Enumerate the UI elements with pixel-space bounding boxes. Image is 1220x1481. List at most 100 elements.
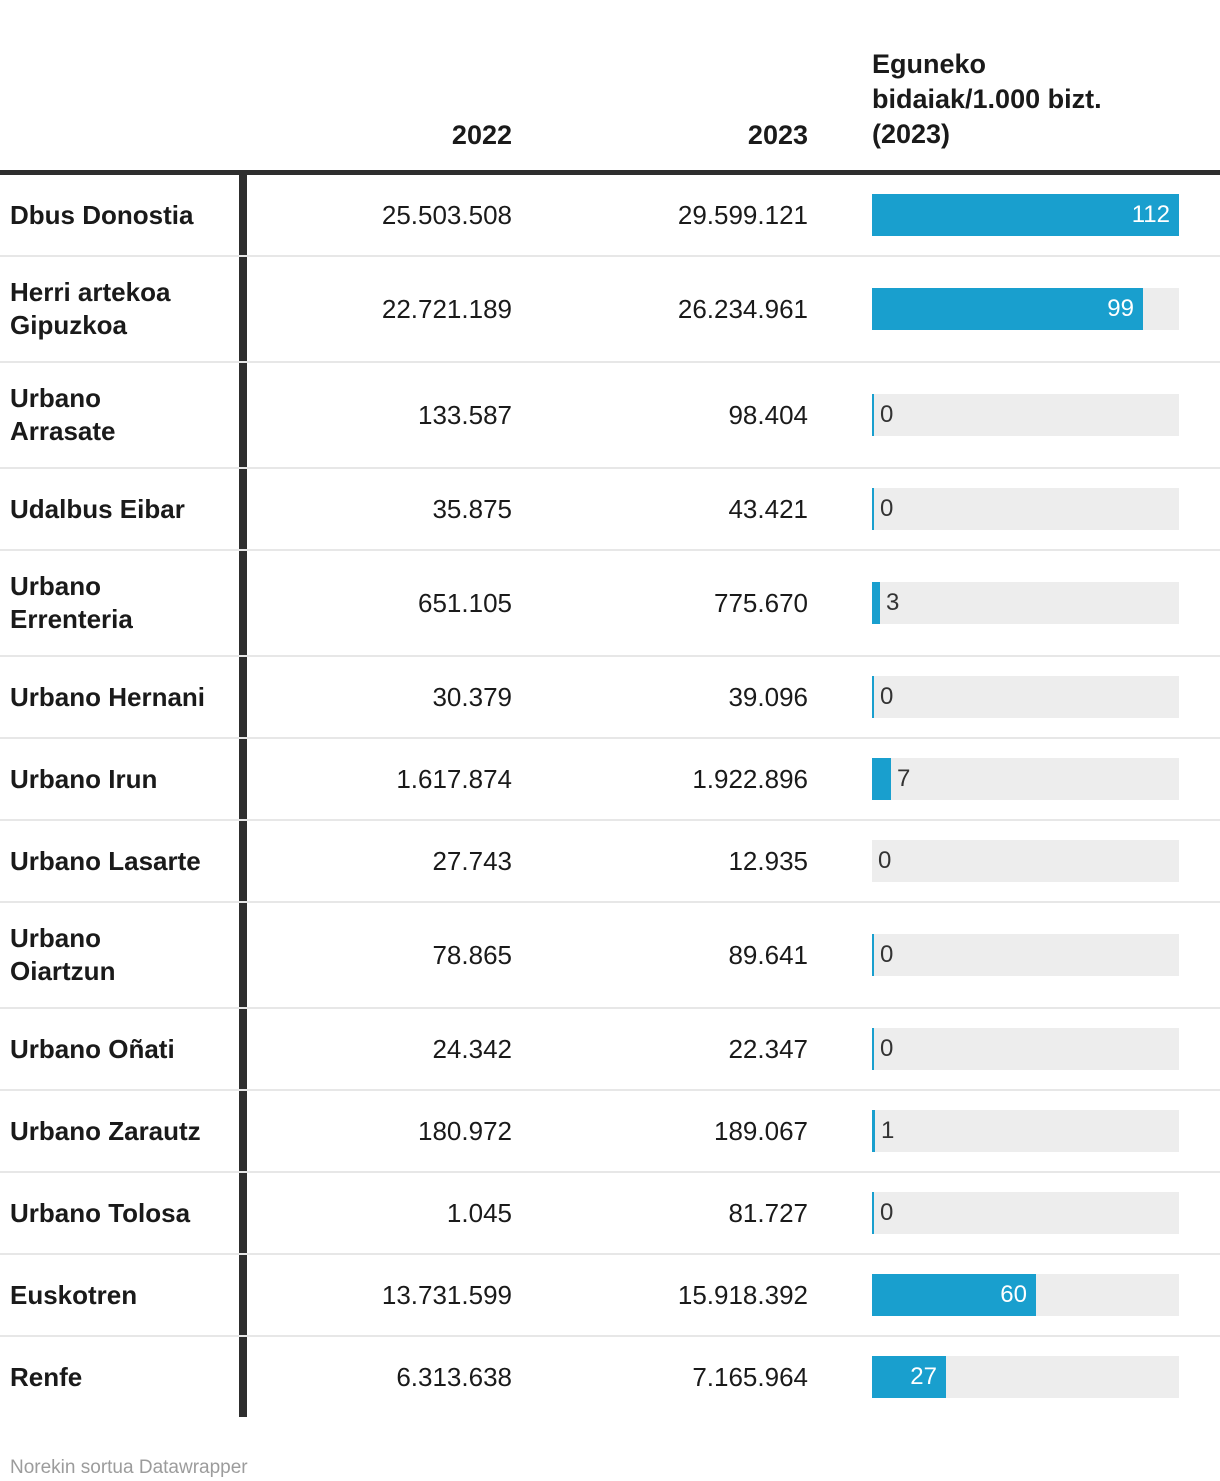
value-2022: 1.617.874 xyxy=(396,763,512,794)
row-label: Urbano Zarautz xyxy=(10,1115,201,1146)
bar-track: 0 xyxy=(872,488,1179,530)
value-2023: 22.347 xyxy=(728,1033,808,1064)
row-label: Dbus Donostia xyxy=(10,199,194,230)
bar-track: 60 xyxy=(872,1274,1179,1316)
bar-cell: 0 xyxy=(808,840,1220,882)
table-row: Urbano Irun 1.617.874 1.922.896 7 xyxy=(0,739,1220,821)
value-2023: 7.165.964 xyxy=(692,1361,808,1392)
value-2023: 26.234.961 xyxy=(677,293,808,324)
bar-value-label: 0 xyxy=(880,941,894,968)
table-row: Urbano Arrasate 133.587 98.404 0 xyxy=(0,363,1220,469)
value-2023: 89.641 xyxy=(728,939,808,970)
bar-cell: 0 xyxy=(808,934,1220,976)
bar-track: 7 xyxy=(872,758,1179,800)
column-header-2023: 2023 xyxy=(747,120,808,150)
bar-cell: 27 xyxy=(808,1356,1220,1398)
value-2023: 29.599.121 xyxy=(677,199,808,230)
value-2023: 189.067 xyxy=(714,1115,808,1146)
table-row: Urbano Zarautz 180.972 189.067 1 xyxy=(0,1091,1220,1173)
value-2022: 27.743 xyxy=(432,845,512,876)
table-body: Dbus Donostia 25.503.508 29.599.121 112 … xyxy=(0,175,1220,1417)
bar-track: 0 xyxy=(872,1028,1179,1070)
value-2022: 180.972 xyxy=(418,1115,512,1146)
value-2022: 24.342 xyxy=(432,1033,512,1064)
bar-fill xyxy=(872,1028,874,1070)
value-2023: 98.404 xyxy=(728,399,808,430)
row-label: Renfe xyxy=(10,1361,83,1392)
bar-track: 112 xyxy=(872,194,1179,236)
table-header-row: 2022 2023 Eguneko bidaiak/1.000 bizt. (2… xyxy=(0,0,1220,175)
bar-track: 99 xyxy=(872,288,1179,330)
bar-value-label: 112 xyxy=(1131,201,1170,228)
value-2022: 6.313.638 xyxy=(396,1361,512,1392)
bar-cell: 0 xyxy=(808,676,1220,718)
bar-cell: 0 xyxy=(808,1028,1220,1070)
bar-fill xyxy=(872,488,874,530)
table-row: Udalbus Eibar 35.875 43.421 0 xyxy=(0,469,1220,551)
bar-cell: 0 xyxy=(808,488,1220,530)
bar-value-label: 60 xyxy=(1000,1281,1027,1308)
bar-fill xyxy=(872,758,891,800)
row-label: Urbano Oñati xyxy=(10,1033,175,1064)
table-row: Urbano Tolosa 1.045 81.727 0 xyxy=(0,1173,1220,1255)
row-label: Herri artekoa Gipuzkoa xyxy=(10,277,171,340)
value-2022: 22.721.189 xyxy=(381,293,512,324)
footer-credit-text: Norekin sortua xyxy=(10,1457,139,1478)
column-header-2022: 2022 xyxy=(451,120,512,150)
bar-cell: 7 xyxy=(808,758,1220,800)
value-2023: 39.096 xyxy=(728,681,808,712)
value-2023: 15.918.392 xyxy=(677,1279,808,1310)
value-2022: 651.105 xyxy=(418,587,512,618)
row-label: Euskotren xyxy=(10,1279,138,1310)
row-label: Urbano Errenteria xyxy=(10,571,133,634)
bar-value-label: 3 xyxy=(886,589,900,616)
value-2022: 13.731.599 xyxy=(381,1279,512,1310)
bar-cell: 1 xyxy=(808,1110,1220,1152)
row-label: Urbano Oiartzun xyxy=(10,923,116,986)
bar-cell: 112 xyxy=(808,194,1220,236)
value-2022: 133.587 xyxy=(418,399,512,430)
bar-value-label: 99 xyxy=(1107,295,1134,322)
row-label: Udalbus Eibar xyxy=(10,493,185,524)
bar-value-label: 0 xyxy=(878,847,892,874)
datawrapper-link[interactable]: Datawrapper xyxy=(138,1457,248,1478)
bar-value-label: 0 xyxy=(880,1035,894,1062)
bar-track: 0 xyxy=(872,840,1179,882)
bar-cell: 3 xyxy=(808,582,1220,624)
value-2023: 43.421 xyxy=(728,493,808,524)
bar-value-label: 0 xyxy=(880,495,894,522)
row-label: Urbano Hernani xyxy=(10,681,206,712)
bar-fill xyxy=(872,394,874,436)
table-row: Dbus Donostia 25.503.508 29.599.121 112 xyxy=(0,175,1220,257)
bar-value-label: 27 xyxy=(910,1363,937,1390)
bar-fill xyxy=(872,582,880,624)
bar-value-label: 0 xyxy=(880,1199,894,1226)
bar-fill xyxy=(872,1192,874,1234)
bar-fill: 27 xyxy=(872,1356,946,1398)
footer: Norekin sortua Datawrapper xyxy=(0,1455,1220,1481)
bar-fill xyxy=(872,676,874,718)
bar-fill xyxy=(872,1110,875,1152)
row-label: Urbano Arrasate xyxy=(10,383,116,446)
bar-cell: 60 xyxy=(808,1274,1220,1316)
value-2022: 1.045 xyxy=(446,1197,512,1228)
value-2023: 775.670 xyxy=(714,587,808,618)
bar-track: 0 xyxy=(872,934,1179,976)
row-label: Urbano Irun xyxy=(10,763,158,794)
bar-fill: 112 xyxy=(872,194,1179,236)
value-2022: 78.865 xyxy=(432,939,512,970)
bar-track: 0 xyxy=(872,1192,1179,1234)
table-row: Euskotren 13.731.599 15.918.392 60 xyxy=(0,1255,1220,1337)
bar-cell: 0 xyxy=(808,394,1220,436)
bar-track: 0 xyxy=(872,394,1179,436)
table-row: Herri artekoa Gipuzkoa 22.721.189 26.234… xyxy=(0,257,1220,363)
bar-track: 0 xyxy=(872,676,1179,718)
value-2023: 1.922.896 xyxy=(692,763,808,794)
value-2022: 35.875 xyxy=(432,493,512,524)
value-2022: 30.379 xyxy=(432,681,512,712)
bar-cell: 0 xyxy=(808,1192,1220,1234)
row-label: Urbano Tolosa xyxy=(10,1197,191,1228)
bar-value-label: 7 xyxy=(897,765,911,792)
bar-track: 27 xyxy=(872,1356,1179,1398)
